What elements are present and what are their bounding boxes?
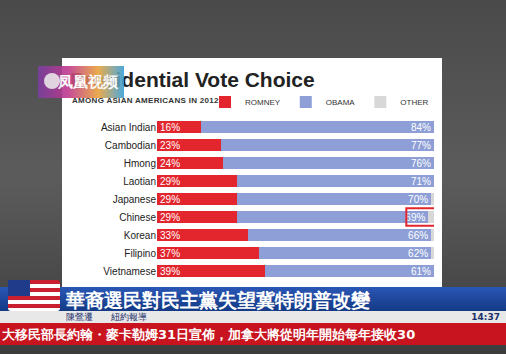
svg-text:OTHER: OTHER: [400, 98, 428, 107]
svg-text:84%: 84%: [411, 122, 431, 133]
svg-text:66%: 66%: [408, 230, 428, 241]
svg-text:ROMNEY: ROMNEY: [245, 98, 281, 107]
svg-text:76%: 76%: [411, 158, 431, 169]
svg-text:70%: 70%: [408, 194, 428, 205]
svg-text:24%: 24%: [160, 158, 180, 169]
svg-text:Laotian: Laotian: [123, 176, 156, 187]
svg-text:Filipino: Filipino: [124, 248, 156, 259]
svg-text:Chinese: Chinese: [119, 212, 156, 223]
svg-text:Asian Indian: Asian Indian: [101, 122, 156, 133]
svg-text:37%: 37%: [160, 248, 180, 259]
svg-text:16%: 16%: [160, 122, 180, 133]
svg-text:Japanese: Japanese: [113, 194, 157, 205]
html-text:14:37: 14:37: [471, 312, 500, 322]
svg-text:61%: 61%: [411, 266, 431, 277]
svg-text:69%: 69%: [405, 212, 425, 223]
html-text:Presidential Vote Choice: Presidential Vote Choice: [70, 68, 315, 91]
html-text:AMONG ASIAN AMERICANS IN 2012: AMONG ASIAN AMERICANS IN 2012: [72, 96, 219, 105]
svg-text:OBAMA: OBAMA: [326, 98, 356, 107]
svg-text:23%: 23%: [160, 140, 180, 151]
svg-text:29%: 29%: [160, 212, 180, 223]
svg-text:Cambodian: Cambodian: [105, 140, 156, 151]
html-text:陳鶯遷 紐約報導: 陳鶯遷 紐約報導: [66, 312, 147, 322]
svg-text:71%: 71%: [411, 176, 431, 187]
svg-text:29%: 29%: [160, 176, 180, 187]
svg-text:Korean: Korean: [124, 230, 156, 241]
svg-text:Hmong: Hmong: [124, 158, 156, 169]
svg-text:Vietnamese: Vietnamese: [103, 266, 156, 277]
svg-text:39%: 39%: [160, 266, 180, 277]
svg-text:29%: 29%: [160, 194, 180, 205]
svg-text:77%: 77%: [411, 140, 431, 151]
svg-text:33%: 33%: [160, 230, 180, 241]
html-text:華裔選民對民主黨失望冀特朗普改變: 華裔選民對民主黨失望冀特朗普改變: [66, 289, 370, 311]
html-text:大移民部長約翰・麥卡勒姆31日宣佈，加拿大將從明年開始每年接: 大移民部長約翰・麥卡勒姆31日宣佈，加拿大將從明年開始每年接收30: [2, 327, 416, 342]
html-text:凤凰视频: 凤凰视频: [58, 73, 118, 91]
svg-text:62%: 62%: [408, 248, 428, 259]
